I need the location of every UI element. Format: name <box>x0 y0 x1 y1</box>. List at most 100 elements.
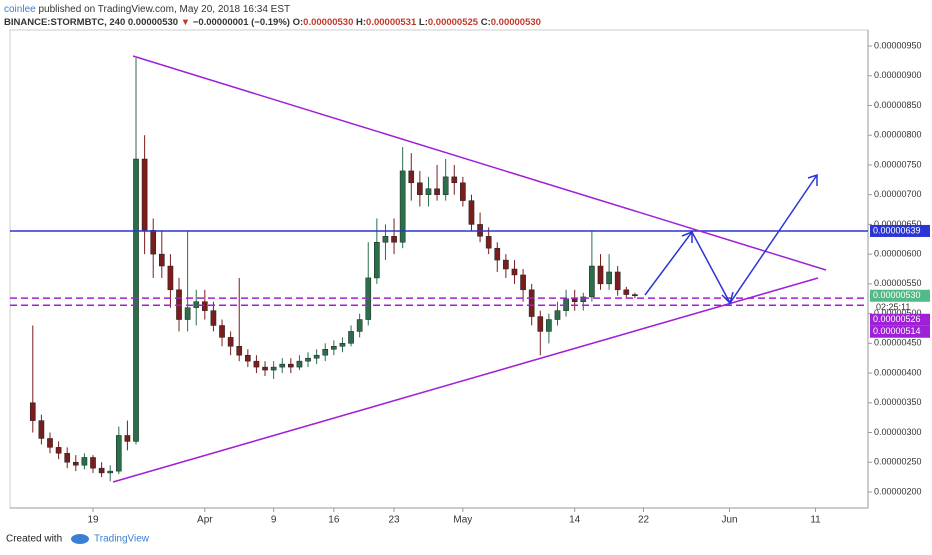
y-tick-label: 0.00000350 <box>874 397 922 407</box>
arrow: ▼ <box>181 17 190 28</box>
c-value: 0.00000530 <box>491 17 541 28</box>
candle-body <box>64 453 71 463</box>
symbol: BINANCE:STORMBTC, 240 <box>4 17 125 28</box>
price-label-box <box>870 313 930 326</box>
candle-body <box>313 354 320 359</box>
candle-body <box>632 294 638 297</box>
candle-body <box>546 319 552 332</box>
y-tick-label: 0.00000450 <box>874 338 922 348</box>
candle-body <box>417 182 423 195</box>
candle-body <box>434 188 440 195</box>
candle-body <box>288 363 294 368</box>
candle-body <box>167 265 174 291</box>
candle-body <box>468 200 475 225</box>
candle-body <box>623 289 630 295</box>
x-tick-label: 19 <box>87 515 99 526</box>
candle-body <box>520 274 526 291</box>
candle-body <box>503 259 509 270</box>
candle-body <box>374 241 380 279</box>
arrow-head <box>681 230 693 243</box>
candle-body <box>494 247 501 261</box>
candle-body <box>408 170 415 184</box>
candle-body <box>141 158 148 231</box>
header: coinlee published on TradingView.com, Ma… <box>4 4 290 15</box>
y-tick-label: 0.00000800 <box>874 130 922 140</box>
y-tick-label: 0.00000750 <box>874 159 922 169</box>
candle-body <box>124 435 131 442</box>
o-key: O: <box>293 17 304 28</box>
price-label: 0.00000526 <box>873 314 921 324</box>
change: −0.00000001 (−0.19%) <box>193 17 290 28</box>
x-tick-label: 9 <box>271 515 277 526</box>
y-tick-label: 0.00000300 <box>874 427 922 437</box>
y-tick-label: 0.00000950 <box>874 40 922 50</box>
candle-body <box>270 366 277 371</box>
price-label-box <box>870 325 930 338</box>
brand-logo[interactable]: TradingView <box>71 534 150 545</box>
l-key: L: <box>419 17 428 28</box>
candle-body <box>279 363 286 368</box>
price-label-box <box>870 224 930 237</box>
l-value: 0.00000525 <box>428 17 479 28</box>
candle-body <box>391 236 397 243</box>
candle-body <box>98 467 105 474</box>
footer-created: Created with <box>6 534 62 545</box>
candle-body <box>597 265 604 285</box>
candle-body <box>227 337 234 347</box>
candle-body <box>442 176 449 195</box>
candle-body <box>606 271 612 285</box>
candle-body <box>262 366 268 371</box>
candle-body <box>425 188 432 195</box>
candle-body <box>236 346 243 356</box>
candle-body <box>485 236 492 249</box>
candle-body <box>47 438 53 448</box>
x-tick-label: Jun <box>721 515 737 526</box>
candle-body <box>460 182 466 201</box>
projection-path <box>644 174 818 305</box>
candle-body <box>29 402 36 421</box>
candle-body <box>296 360 303 368</box>
candle-body <box>339 343 346 347</box>
candle-body <box>72 461 79 466</box>
price: 0.00000530 <box>128 17 178 28</box>
candle-body <box>245 354 251 362</box>
candle-body <box>158 253 165 267</box>
candle-body <box>571 298 578 302</box>
footer-brand[interactable]: TradingView <box>94 534 150 545</box>
candle-body <box>580 296 587 302</box>
x-tick-label: Apr <box>197 515 213 526</box>
x-tick-label: May <box>453 515 472 526</box>
candle-body <box>81 457 88 466</box>
price-label: 0.00000530 <box>873 290 921 300</box>
price-label-box <box>870 289 930 302</box>
trendline-lower <box>112 277 819 483</box>
candle-body <box>305 357 311 362</box>
candle-body <box>399 170 406 243</box>
candle-body <box>133 158 139 442</box>
arrow-head <box>721 291 734 305</box>
marks: 0.00000950 0.00000900 0.00000850 0.00000800… <box>10 40 930 526</box>
c-key: C: <box>481 17 491 28</box>
candle-body <box>382 236 389 243</box>
author[interactable]: coinlee <box>4 4 36 15</box>
y-tick-label: 0.00000650 <box>874 219 922 229</box>
candle-body <box>537 316 544 332</box>
candle-body <box>348 331 354 344</box>
countdown: 02:25:11 <box>876 302 910 312</box>
h-value: 0.00000531 <box>366 17 417 28</box>
candle-body <box>322 349 329 356</box>
o-value: 0.00000530 <box>303 17 353 28</box>
candle-body <box>528 289 535 317</box>
x-tick-label: 22 <box>638 515 650 526</box>
trendline-upper <box>132 55 827 271</box>
y-tick-label: 0.00000700 <box>874 189 922 199</box>
price-label: 0.00000639 <box>873 225 921 235</box>
candle-body <box>38 420 45 439</box>
candle-body <box>511 268 518 276</box>
price-label: 0.00000514 <box>873 326 921 336</box>
candle-body <box>614 271 621 291</box>
candle-body <box>150 230 157 255</box>
candle-body <box>201 301 208 311</box>
x-tick-label: 11 <box>810 515 821 526</box>
